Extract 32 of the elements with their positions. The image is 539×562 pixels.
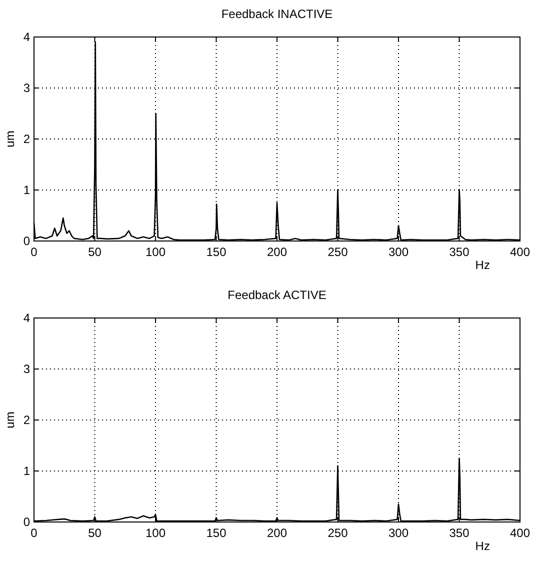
- y-tick-label: 4: [23, 30, 30, 44]
- y-tick-label: 2: [23, 413, 30, 427]
- chart-title: Feedback INACTIVE: [221, 7, 333, 21]
- y-axis-title: um: [3, 130, 17, 148]
- x-tick-label: 100: [145, 526, 166, 540]
- y-tick-label: 3: [23, 81, 30, 95]
- x-tick-label: 250: [328, 526, 348, 540]
- x-tick-label: 400: [510, 245, 530, 259]
- x-axis-title: Hz: [475, 258, 490, 272]
- chart-title: Feedback ACTIVE: [228, 288, 326, 302]
- x-tick-label: 100: [145, 245, 166, 259]
- y-tick-label: 1: [23, 464, 30, 478]
- x-tick-label: 300: [388, 526, 409, 540]
- y-tick-label: 0: [23, 234, 30, 248]
- x-tick-label: 350: [449, 526, 470, 540]
- x-tick-label: 350: [449, 245, 470, 259]
- x-tick-label: 300: [388, 245, 409, 259]
- x-tick-label: 50: [88, 245, 102, 259]
- x-axis-title: Hz: [475, 539, 490, 553]
- y-axis-title: um: [3, 412, 17, 428]
- y-tick-label: 3: [23, 362, 30, 376]
- x-tick-label: 200: [266, 245, 288, 259]
- x-tick-label: 200: [266, 526, 288, 540]
- x-tick-label: 400: [510, 526, 530, 540]
- x-tick-label: 150: [206, 245, 227, 259]
- y-tick-label: 2: [23, 132, 30, 146]
- y-tick-label: 0: [23, 515, 30, 529]
- x-tick-label: 50: [88, 526, 102, 540]
- x-tick-label: 250: [328, 245, 348, 259]
- y-tick-label: 4: [23, 311, 30, 325]
- x-tick-label: 150: [206, 526, 227, 540]
- y-tick-label: 1: [23, 183, 30, 197]
